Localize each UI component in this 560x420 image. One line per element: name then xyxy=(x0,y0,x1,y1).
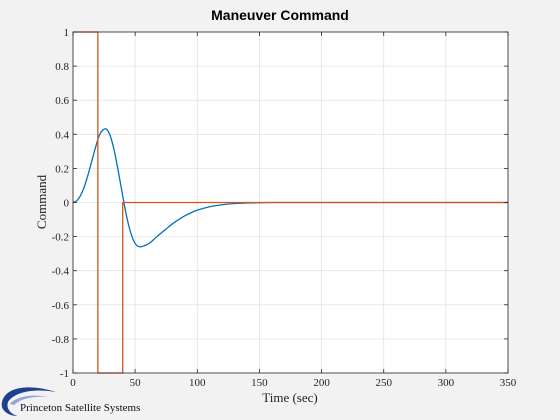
x-tick-labels: 0 50 100 150 200 250 300 350 xyxy=(70,377,517,389)
company-name: Princeton Satellite Systems xyxy=(20,402,140,414)
y-tick-labels: -1 -0.8 -0.6 -0.4 -0.2 0 0.2 0.4 0.6 0.8 1 xyxy=(52,27,70,380)
x-tick-label: 150 xyxy=(251,377,268,389)
y-axis-label: Command xyxy=(34,174,49,229)
y-tick-label: -0.4 xyxy=(52,266,70,278)
y-tick-label: 0 xyxy=(64,198,70,210)
x-tick-label: 250 xyxy=(375,377,392,389)
x-axis-label: Time (sec) xyxy=(262,390,318,405)
y-tick-label: 0.2 xyxy=(55,163,69,175)
y-tick-label: 1 xyxy=(64,27,70,39)
y-tick-label: -0.8 xyxy=(52,334,70,346)
y-tick-label: 0.8 xyxy=(55,61,69,73)
x-tick-label: 0 xyxy=(70,377,76,389)
y-tick-label: 0.6 xyxy=(55,95,69,107)
y-tick-label: -0.6 xyxy=(52,300,70,312)
x-tick-label: 100 xyxy=(189,377,206,389)
swoosh-icon xyxy=(1,387,57,416)
company-logo: Princeton Satellite Systems xyxy=(1,387,140,416)
x-tick-label: 50 xyxy=(130,377,142,389)
chart-title: Maneuver Command xyxy=(211,7,349,23)
y-tick-label: -0.2 xyxy=(52,232,69,244)
y-tick-label: -1 xyxy=(60,368,69,380)
axis-ticks xyxy=(72,31,509,374)
x-tick-label: 200 xyxy=(313,377,330,389)
y-tick-label: 0.4 xyxy=(55,129,69,141)
x-tick-label: 300 xyxy=(438,377,455,389)
x-tick-label: 350 xyxy=(500,377,517,389)
